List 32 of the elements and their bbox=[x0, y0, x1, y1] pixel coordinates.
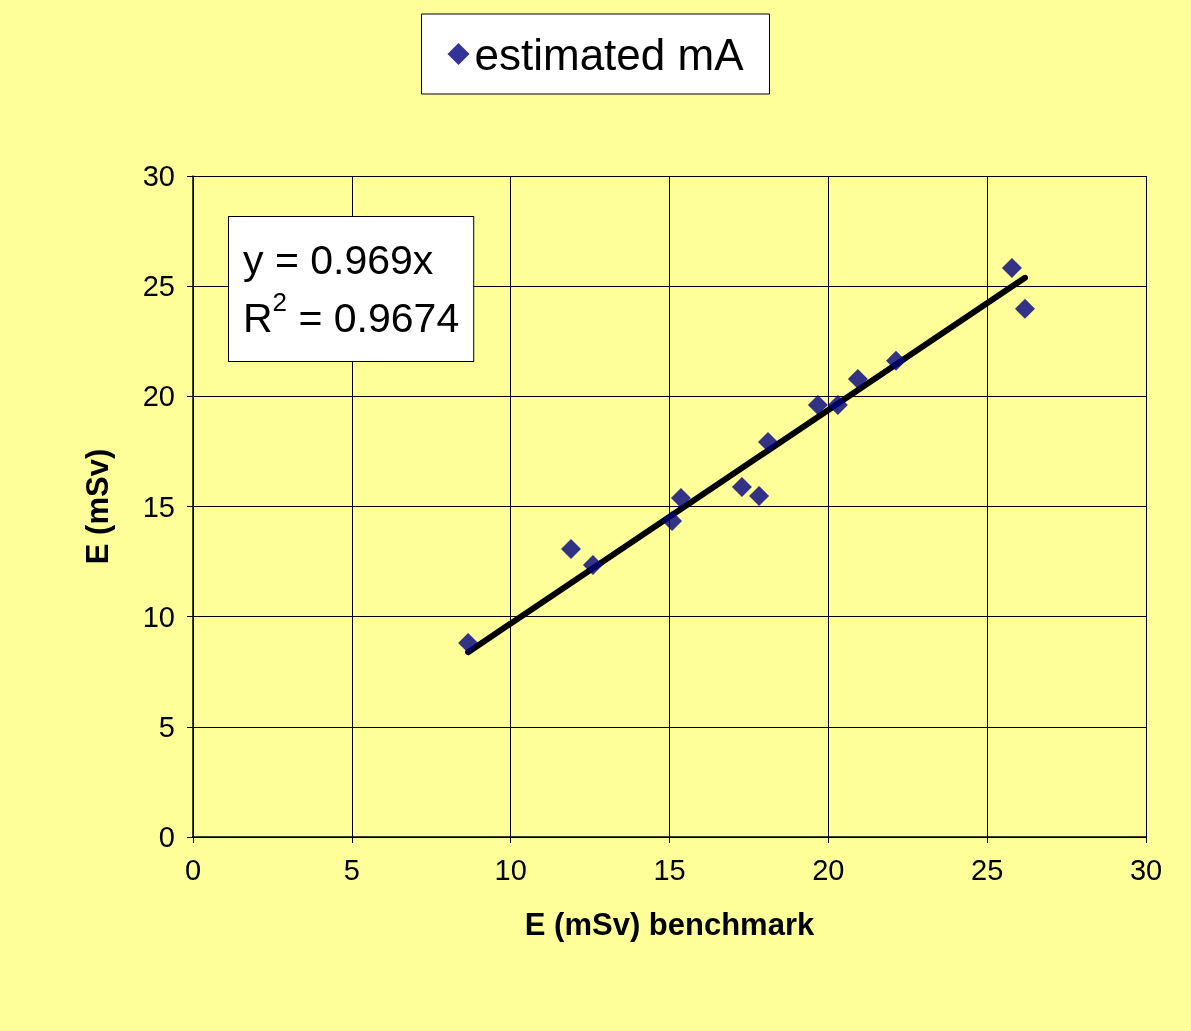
x-tick-label: 30 bbox=[1129, 853, 1163, 886]
x-tick-label: 5 bbox=[343, 853, 360, 886]
point bbox=[847, 368, 868, 389]
y-axis-title: E (mSv) bbox=[80, 448, 115, 565]
annotation: y = 0.969x bbox=[243, 237, 434, 283]
point bbox=[807, 394, 828, 415]
legend-label: estimated mA bbox=[474, 29, 745, 79]
x-tick-label: 25 bbox=[971, 853, 1004, 886]
y-tick-label: 0 bbox=[158, 821, 175, 853]
point bbox=[1001, 257, 1022, 278]
point bbox=[582, 554, 603, 575]
x-tick-label: 20 bbox=[812, 853, 845, 886]
y-tick-label: 30 bbox=[142, 160, 175, 192]
point bbox=[827, 394, 848, 415]
point bbox=[731, 476, 752, 497]
point bbox=[662, 511, 683, 532]
point bbox=[670, 487, 691, 508]
x-tick-label: 15 bbox=[653, 853, 686, 886]
x-tick-label: 0 bbox=[184, 853, 202, 886]
y-tick-label: 15 bbox=[142, 490, 175, 523]
x-axis-title: E (mSv) benchmark bbox=[524, 907, 815, 942]
point bbox=[1014, 298, 1035, 319]
y-tick-label: 25 bbox=[142, 270, 175, 303]
x-tick-label: 10 bbox=[494, 853, 527, 886]
y-tick-label: 5 bbox=[158, 710, 175, 743]
point bbox=[561, 539, 582, 560]
y-tick-label: 20 bbox=[142, 380, 175, 413]
point bbox=[886, 350, 906, 371]
y-tick-label: 10 bbox=[142, 600, 175, 633]
point bbox=[749, 485, 770, 506]
point bbox=[757, 431, 778, 452]
point bbox=[458, 632, 479, 653]
